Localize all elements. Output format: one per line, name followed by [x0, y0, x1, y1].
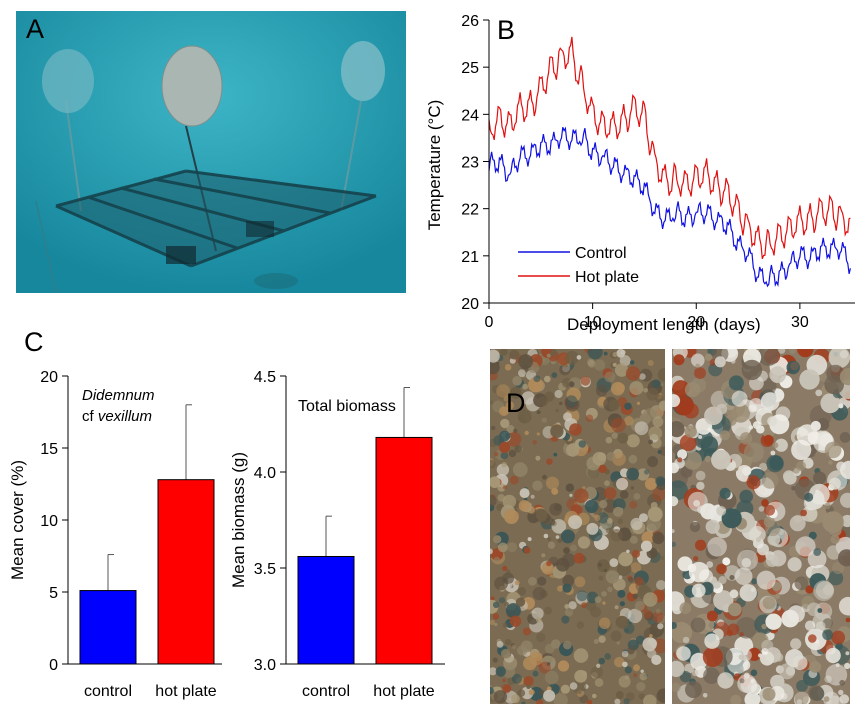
- y-tick-label: 21: [461, 249, 479, 266]
- y-axis-label: Mean cover (%): [8, 460, 27, 580]
- x-tick-label: control: [302, 683, 350, 700]
- y-axis-label: Mean biomass (g): [230, 452, 248, 588]
- y-tick-label: 20: [461, 296, 479, 313]
- series-line-hot-plate: [489, 37, 850, 259]
- didemnum-cover-bar-chart: 0 5 10 15 20 control hot plate Mean cover (%)…: [0, 345, 250, 701]
- y-tick-label: 3.5: [254, 561, 276, 578]
- y-tick-label: 10: [40, 513, 58, 530]
- y-tick-label: 4.0: [254, 465, 276, 482]
- y-ticks: 20 21 22 23 24 25 26: [461, 13, 489, 313]
- total-biomass-bar-chart: 3.0 3.5 4.0 4.5 control hot plate Mean bioma…: [230, 345, 460, 701]
- y-tick-label: 15: [40, 441, 58, 458]
- y-tick-label: 5: [49, 585, 58, 602]
- bars: [298, 388, 432, 664]
- x-tick-label: hot plate: [373, 683, 434, 700]
- panel-label-d: D: [506, 388, 526, 419]
- biomass-annotation: Total biomass: [298, 398, 396, 415]
- x-axis-label: Deployment length (days): [567, 315, 761, 334]
- x-tick-label: hot plate: [155, 683, 216, 700]
- y-tick-label: 20: [40, 369, 58, 386]
- species-annotation-genus: Didemnum: [82, 387, 155, 404]
- bars: [80, 405, 214, 664]
- y-ticks: 0 5 10 15 20: [40, 369, 68, 674]
- line-plot-area: [489, 37, 850, 286]
- y-tick-label: 0: [49, 657, 58, 674]
- photo-a-graphic: [16, 11, 406, 293]
- bar-control: [298, 556, 354, 664]
- legend-label-control: Control: [575, 245, 627, 262]
- species-annotation-epithet: cf vexillum: [82, 408, 152, 425]
- photo-experimental-rig: [16, 11, 406, 293]
- panel-label-c: C: [24, 327, 44, 358]
- bar-hot-plate: [158, 480, 214, 664]
- legend-label-hot-plate: Hot plate: [575, 269, 639, 286]
- bar-hot-plate: [376, 437, 432, 664]
- y-tick-label: 4.5: [254, 369, 276, 386]
- y-tick-label: 24: [461, 107, 479, 124]
- photo-hot-plate: [672, 349, 850, 704]
- panel-label-a: A: [26, 14, 44, 45]
- y-tick-label: 22: [461, 202, 479, 219]
- bar-control: [80, 591, 136, 664]
- photo-d2-graphic: [672, 349, 850, 704]
- x-tick-label: 0: [485, 314, 494, 331]
- y-tick-label: 3.0: [254, 657, 276, 674]
- y-tick-label: 26: [461, 13, 479, 30]
- y-axis-label: Temperature (°C): [425, 100, 444, 231]
- y-ticks: 3.0 3.5 4.0 4.5: [254, 369, 286, 674]
- x-tick-labels: control hot plate: [84, 683, 217, 700]
- x-tick-label: control: [84, 683, 132, 700]
- legend: Control Hot plate: [518, 245, 639, 286]
- x-tick-labels: control hot plate: [302, 683, 435, 700]
- y-tick-label: 25: [461, 60, 479, 77]
- y-tick-label: 23: [461, 155, 479, 172]
- series-line-control: [489, 127, 850, 286]
- panel-label-b: B: [497, 15, 515, 46]
- x-tick-label: 30: [791, 314, 809, 331]
